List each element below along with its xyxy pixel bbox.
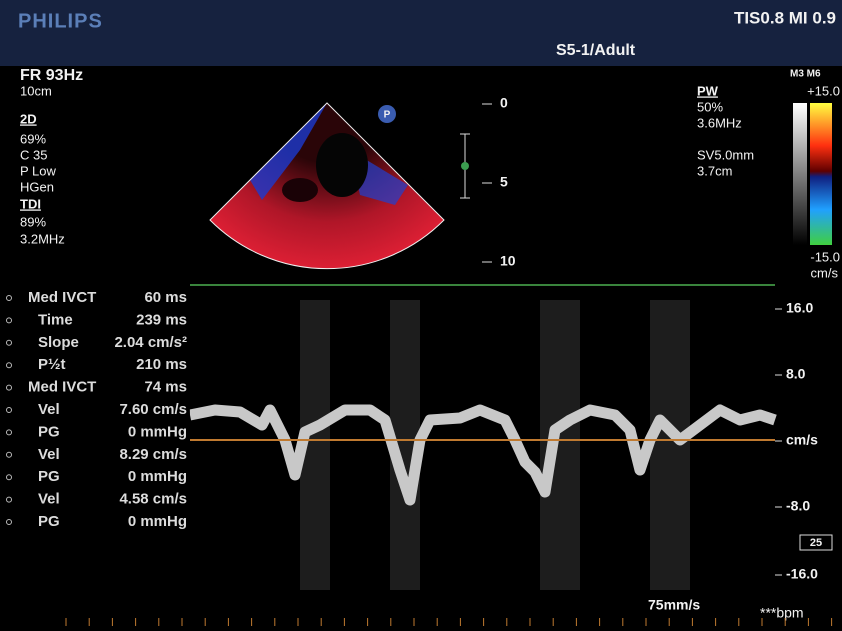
param: P Low xyxy=(20,163,57,178)
pw-param: 3.6MHz xyxy=(697,115,742,130)
scale-label: 8.0 xyxy=(786,366,806,382)
color-unit: cm/s xyxy=(811,265,839,280)
param: 89% xyxy=(20,214,46,229)
pw-param: SV5.0mm xyxy=(697,147,754,162)
pw-param: PW xyxy=(697,83,719,98)
param: 3.2MHz xyxy=(20,231,65,246)
color-bar xyxy=(810,103,832,245)
meas-value: 2.04 cm/s² xyxy=(114,334,187,351)
ultrasound-screen: PHILIPS TIS0.8 MI 0.9 S5-1/Adult P 0 5 1… xyxy=(0,0,842,626)
param: 69% xyxy=(20,131,46,146)
meas-label: Vel xyxy=(38,401,60,418)
meas-label: Slope xyxy=(38,334,79,351)
meas-value: 210 ms xyxy=(136,356,187,373)
param: C 35 xyxy=(20,147,47,162)
meas-value: 8.29 cm/s xyxy=(119,446,187,463)
meas-label: Vel xyxy=(38,491,60,508)
meas-label: PG xyxy=(38,513,60,530)
meas-label: Med IVCT xyxy=(28,379,96,396)
scale-label: 16.0 xyxy=(786,300,813,316)
meas-value: 74 ms xyxy=(144,379,187,396)
meas-label: PG xyxy=(38,423,60,440)
sweep-speed: 75mm/s xyxy=(648,597,700,613)
depth-label: 0 xyxy=(500,95,508,111)
meas-value: 60 ms xyxy=(144,289,187,306)
indices: TIS0.8 MI 0.9 xyxy=(734,8,836,27)
param: TDI xyxy=(20,196,41,211)
meas-value: 4.58 cm/s xyxy=(119,491,187,508)
marker-box-label: 25 xyxy=(810,537,822,549)
probe: S5-1/Adult xyxy=(556,42,636,59)
meas-value: 0 mmHg xyxy=(128,423,187,440)
scale-label: -16.0 xyxy=(786,566,818,582)
meas-label: Time xyxy=(38,311,73,328)
depth-label: 10 xyxy=(500,253,516,269)
param: FR 93Hz xyxy=(20,67,83,84)
gray-bar xyxy=(793,103,807,245)
meas-value: 0 mmHg xyxy=(128,468,187,485)
scale-label: cm/s xyxy=(786,432,818,448)
meas-label: PG xyxy=(38,468,60,485)
depth-label: 5 xyxy=(500,174,508,190)
param: 2D xyxy=(20,111,37,126)
color-mode: M3 M6 xyxy=(790,69,821,80)
top-bar xyxy=(0,0,842,66)
meas-label: Med IVCT xyxy=(28,289,96,306)
brand: PHILIPS xyxy=(18,10,103,32)
meas-value: 0 mmHg xyxy=(128,513,187,530)
meas-value: 7.60 cm/s xyxy=(119,401,187,418)
param: HGen xyxy=(20,179,54,194)
pw-param: 50% xyxy=(697,99,723,114)
color-min: -15.0 xyxy=(810,249,840,264)
scale-label: -8.0 xyxy=(786,498,810,514)
pw-param: 3.7cm xyxy=(697,163,732,178)
meas-value: 239 ms xyxy=(136,311,187,328)
icon-letter: P xyxy=(384,110,391,121)
color-max: +15.0 xyxy=(807,83,840,98)
heart-rate: ***bpm xyxy=(760,605,804,621)
meas-label: Vel xyxy=(38,446,60,463)
meas-label: P½t xyxy=(38,356,66,373)
param: 10cm xyxy=(20,83,52,98)
